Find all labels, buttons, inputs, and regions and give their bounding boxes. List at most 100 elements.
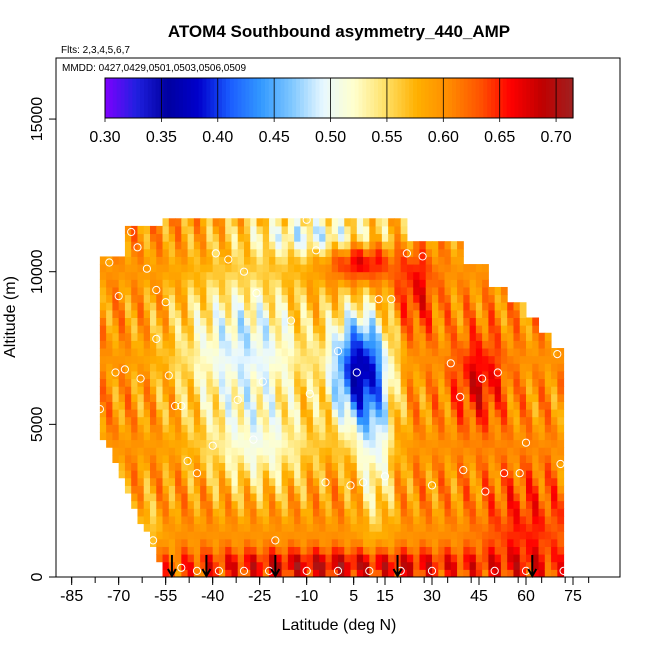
- heatmap-cell: [281, 325, 289, 334]
- heatmap-cell: [344, 508, 352, 517]
- heatmap-cell: [344, 294, 352, 303]
- heatmap-cell: [438, 409, 446, 418]
- heatmap-cell: [256, 279, 264, 288]
- heatmap-cell: [262, 500, 270, 509]
- heatmap-cell: [269, 225, 276, 235]
- heatmap-cell: [557, 409, 565, 418]
- heatmap-cell: [150, 386, 157, 395]
- heatmap-cell: [538, 462, 546, 471]
- heatmap-cell: [482, 485, 489, 494]
- colorbar-segment: [331, 78, 336, 118]
- heatmap-cell: [557, 416, 565, 425]
- sample-point: [249, 435, 258, 444]
- heatmap-cell: [369, 569, 377, 578]
- heatmap-cell: [469, 393, 477, 402]
- heatmap-cell: [381, 294, 389, 303]
- heatmap-cell: [463, 370, 471, 380]
- heatmap-cell: [419, 325, 427, 334]
- heatmap-cell: [363, 508, 370, 517]
- heatmap-cell: [275, 279, 283, 288]
- heatmap-cell: [350, 431, 358, 441]
- heatmap-cell: [143, 348, 151, 357]
- heatmap-cell: [425, 409, 433, 418]
- sample-point: [161, 298, 170, 307]
- heatmap-cell: [325, 256, 333, 265]
- heatmap-cell: [124, 386, 132, 395]
- heatmap-cell: [438, 348, 446, 357]
- heatmap-cell: [494, 317, 502, 326]
- heatmap-cell: [306, 218, 314, 227]
- colorbar-segment: [218, 78, 223, 118]
- heatmap-cell: [413, 401, 420, 410]
- heatmap-cell: [206, 546, 214, 555]
- colorbar-segment: [105, 78, 110, 118]
- heatmap-cell: [406, 241, 414, 250]
- heatmap-cell: [388, 409, 395, 418]
- heatmap-cell: [206, 462, 214, 471]
- heatmap-cell: [331, 416, 339, 425]
- heatmap-cell: [256, 264, 264, 273]
- heatmap-cell: [200, 447, 207, 456]
- heatmap-cell: [444, 248, 452, 257]
- heatmap-cell: [388, 302, 395, 311]
- heatmap-cell: [312, 264, 320, 273]
- heatmap-cell: [507, 378, 514, 387]
- heatmap-cell: [344, 470, 352, 479]
- heatmap-cell: [363, 462, 370, 471]
- heatmap-cell: [244, 332, 251, 341]
- heatmap-cell: [350, 218, 358, 227]
- heatmap-cell: [526, 477, 533, 486]
- heatmap-cell: [363, 271, 370, 280]
- heatmap-cell: [143, 332, 151, 341]
- heatmap-cell: [394, 363, 402, 372]
- heatmap-cell: [475, 401, 483, 410]
- heatmap-cell: [156, 302, 164, 311]
- heatmap-cell: [162, 554, 170, 563]
- heatmap-cell: [150, 515, 157, 525]
- sample-point: [149, 536, 158, 545]
- heatmap-cell: [256, 271, 264, 280]
- heatmap-cell: [300, 355, 308, 364]
- heatmap-cell: [262, 256, 270, 265]
- heatmap-cell: [457, 279, 464, 288]
- heatmap-cell: [488, 302, 496, 311]
- heatmap-cell: [287, 363, 295, 372]
- heatmap-cell: [394, 218, 402, 227]
- heatmap-cell: [526, 462, 533, 471]
- heatmap-cell: [294, 409, 301, 418]
- heatmap-cell: [350, 348, 358, 357]
- sample-point: [171, 401, 180, 411]
- heatmap-cell: [175, 439, 182, 448]
- heatmap-cell: [344, 264, 352, 273]
- heatmap-cell: [281, 485, 289, 494]
- heatmap-cell: [400, 340, 408, 349]
- heatmap-cell: [457, 248, 464, 257]
- heatmap-cell: [237, 485, 245, 494]
- heatmap-cell: [312, 485, 320, 494]
- heatmap-cell: [500, 348, 508, 357]
- heatmap-cell: [306, 317, 314, 326]
- heatmap-cell: [344, 515, 352, 525]
- heatmap-cell: [250, 515, 258, 525]
- heatmap-cell: [275, 286, 283, 296]
- heatmap-cell: [482, 271, 489, 280]
- heatmap-cell: [281, 523, 289, 532]
- heatmap-cell: [526, 546, 533, 555]
- heatmap-cell: [131, 393, 138, 402]
- heatmap-cell: [507, 470, 514, 479]
- heatmap-cell: [450, 508, 458, 517]
- colorbar-segment: [280, 78, 285, 118]
- heatmap-cell: [281, 569, 289, 578]
- heatmap-cell: [187, 538, 195, 547]
- heatmap-cell: [150, 294, 157, 303]
- heatmap-cell: [325, 454, 333, 464]
- heatmap-cell: [187, 508, 195, 517]
- heatmap-cell: [237, 370, 245, 380]
- heatmap-cell: [450, 439, 458, 448]
- heatmap-cell: [350, 500, 358, 509]
- heatmap-cell: [218, 554, 226, 563]
- x-tick-label: 30: [423, 588, 441, 605]
- heatmap-cell: [106, 340, 113, 349]
- heatmap-cell: [469, 271, 477, 280]
- heatmap-cell: [432, 523, 439, 532]
